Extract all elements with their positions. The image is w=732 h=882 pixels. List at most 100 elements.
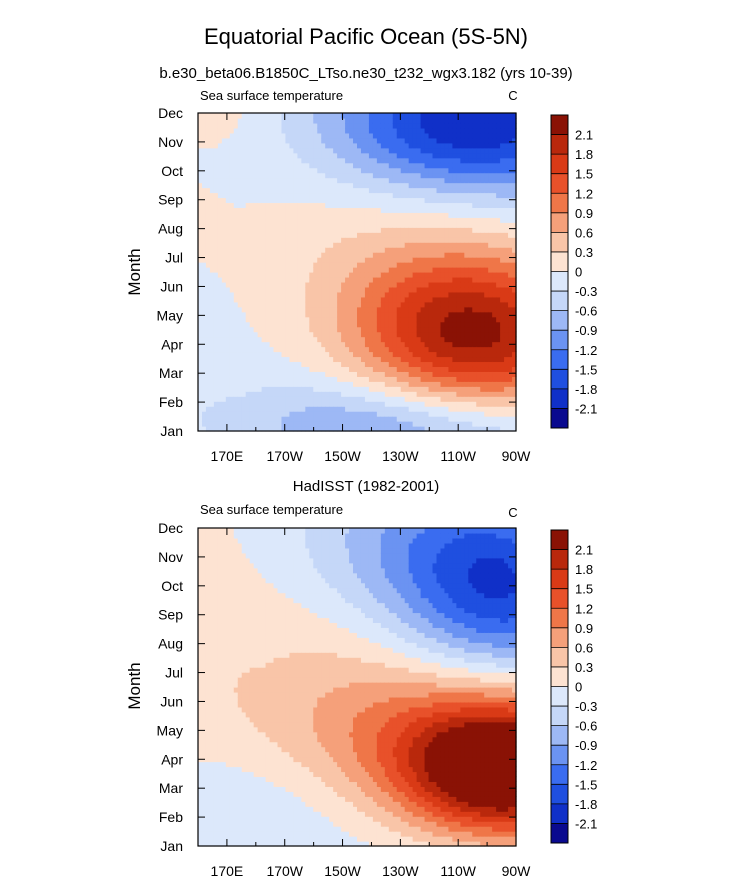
- field-cell: [492, 361, 497, 367]
- field-cell: [500, 391, 505, 397]
- field-cell: [429, 118, 434, 124]
- field-cell: [238, 128, 243, 134]
- field-cell: [341, 287, 346, 293]
- field-cell: [413, 282, 418, 288]
- field-cell: [313, 376, 318, 382]
- field-cell: [345, 247, 350, 253]
- field-cell: [274, 411, 279, 417]
- field-cell: [492, 252, 497, 258]
- field-cell: [452, 371, 457, 377]
- field-cell: [226, 267, 231, 273]
- field-cell: [345, 197, 350, 203]
- field-cell: [238, 421, 243, 427]
- field-cell: [433, 376, 438, 382]
- field-cell: [448, 391, 453, 397]
- field-cell: [341, 183, 346, 189]
- field-cell: [281, 267, 286, 273]
- field-cell: [222, 411, 227, 417]
- field-cell: [385, 148, 390, 154]
- field-cell: [333, 138, 338, 144]
- field-cell: [349, 386, 354, 392]
- field-cell: [278, 128, 283, 134]
- field-cell: [289, 317, 294, 323]
- field-cell: [488, 307, 493, 313]
- field-cell: [456, 307, 461, 313]
- field-cell: [242, 212, 247, 218]
- field-cell: [448, 128, 453, 134]
- field-cell: [496, 312, 501, 318]
- field-cell: [297, 178, 302, 184]
- field-cell: [254, 267, 259, 273]
- field-cell: [234, 277, 239, 283]
- field-cell: [429, 386, 434, 392]
- field-cell: [373, 347, 378, 353]
- field-cell: [258, 396, 263, 402]
- field-cell: [333, 212, 338, 218]
- field-cell: [488, 188, 493, 194]
- field-cell: [472, 292, 477, 298]
- field-cell: [325, 227, 330, 233]
- field-cell: [297, 207, 302, 213]
- field-cell: [460, 133, 465, 139]
- field-cell: [405, 148, 410, 154]
- field-cell: [250, 332, 255, 338]
- field-cell: [242, 386, 247, 392]
- field-cell: [460, 262, 465, 268]
- field-cell: [345, 232, 350, 238]
- field-cell: [289, 282, 294, 288]
- field-cell: [468, 287, 473, 293]
- field-cell: [488, 202, 493, 208]
- field-cell: [464, 252, 469, 258]
- field-cell: [309, 292, 314, 298]
- field-cell: [278, 307, 283, 313]
- field-cell: [429, 113, 434, 119]
- field-cell: [504, 128, 509, 134]
- field-cell: [437, 327, 442, 333]
- field-cell: [218, 406, 223, 412]
- field-cell: [210, 197, 215, 203]
- field-cell: [230, 158, 235, 164]
- field-cell: [230, 168, 235, 174]
- field-cell: [492, 287, 497, 293]
- field-cell: [210, 272, 215, 278]
- field-cell: [409, 242, 414, 248]
- field-cell: [476, 401, 481, 407]
- field-cell: [357, 217, 362, 223]
- field-cell: [389, 202, 394, 208]
- field-cell: [202, 366, 207, 372]
- field-cell: [492, 217, 497, 223]
- field-cell: [234, 416, 239, 422]
- field-cell: [313, 337, 318, 343]
- field-cell: [492, 282, 497, 288]
- field-cell: [309, 366, 314, 372]
- field-cell: [317, 366, 322, 372]
- field-cell: [496, 217, 501, 223]
- field-cell: [230, 123, 235, 129]
- field-cell: [476, 406, 481, 412]
- field-cell: [492, 143, 497, 149]
- field-cell: [456, 282, 461, 288]
- field-cell: [234, 307, 239, 313]
- field-cell: [321, 217, 326, 223]
- field-cell: [297, 173, 302, 179]
- field-cell: [488, 252, 493, 258]
- field-cell: [444, 356, 449, 362]
- field-cell: [480, 202, 485, 208]
- field-cell: [401, 307, 406, 313]
- field-cell: [492, 371, 497, 377]
- field-cell: [448, 411, 453, 417]
- field-cell: [413, 272, 418, 278]
- field-cell: [504, 163, 509, 169]
- field-cell: [270, 376, 275, 382]
- field-cell: [325, 138, 330, 144]
- field-cell: [341, 163, 346, 169]
- field-cell: [361, 247, 366, 253]
- field-cell: [317, 148, 322, 154]
- field-cell: [309, 322, 314, 328]
- field-cell: [365, 163, 370, 169]
- field-cell: [429, 212, 434, 218]
- field-cell: [297, 332, 302, 338]
- field-cell: [452, 322, 457, 328]
- field-cell: [349, 401, 354, 407]
- field-cell: [329, 188, 334, 194]
